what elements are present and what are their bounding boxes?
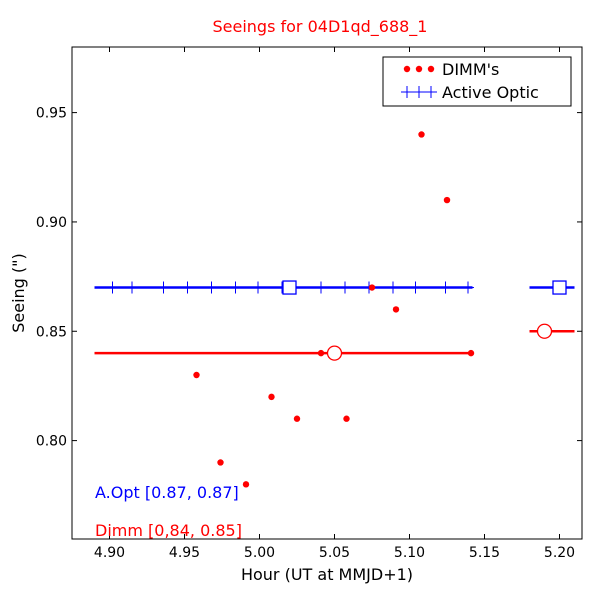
data-layer <box>94 131 575 488</box>
y-tick-label-1: 0.85 <box>36 324 67 340</box>
legend-active-optic-marker <box>401 86 437 98</box>
active-optic-point-1 <box>126 281 138 294</box>
dimm-point-7 <box>368 284 376 291</box>
legend-dimm-dot-2 <box>427 65 435 73</box>
y-axis-title: Seeing (") <box>9 253 28 333</box>
active-optic-point-3 <box>181 281 194 294</box>
legend-box <box>382 56 572 107</box>
active-optic-point-12 <box>409 281 422 294</box>
summary-marker-1 <box>552 280 567 295</box>
plot-frame <box>71 46 583 540</box>
dimm-point-1 <box>217 459 224 466</box>
legend-dimm-dot-1 <box>415 65 423 73</box>
active-optic-point-4 <box>205 281 218 294</box>
y-tick-label-3: 0.95 <box>36 106 67 122</box>
legend-dimm-dot-0 <box>403 65 411 73</box>
dimm-point-11 <box>467 349 475 357</box>
active-optic-point-14 <box>462 281 474 294</box>
dimm-point-10 <box>443 196 451 204</box>
dimm-point-2 <box>242 481 250 488</box>
y-tick-label-0: 0.80 <box>36 434 67 450</box>
dimm-point-0 <box>193 371 200 379</box>
dimm-point-8 <box>392 306 400 313</box>
x-axis-title: Hour (UT at MMJD+1) <box>241 565 413 584</box>
x-tick-label-1: 4.95 <box>169 545 200 561</box>
summary-marker-3 <box>536 323 553 339</box>
active-optic-point-9 <box>339 281 351 294</box>
active-optic-point-0 <box>106 281 119 294</box>
summary-marker-2 <box>326 345 343 361</box>
legend-active-optic-label: Active Optic <box>442 83 539 102</box>
active-optic-point-6 <box>252 281 264 294</box>
axes: 4.90 4.95 5.00 5.05 5.10 5.15 5.20 0.80 0.85 0.90… <box>36 46 583 561</box>
active-optic-point-11 <box>387 281 399 294</box>
legend-dimm-marker <box>403 65 435 73</box>
x-tick-label-2: 5.00 <box>244 545 275 561</box>
dimm-point-4 <box>293 415 301 422</box>
x-tick-label-3: 5.05 <box>319 545 350 561</box>
dimm-point-5 <box>317 349 325 357</box>
x-tick-label-6: 5.20 <box>544 545 575 561</box>
legend-dimm-label: DIMM's <box>442 60 499 79</box>
active-optic-point-8 <box>315 281 327 294</box>
active-optic-point-2 <box>157 281 170 294</box>
chart-title: Seeings for 04D1qd_688_1 <box>213 17 428 37</box>
dimm-point-9 <box>418 131 425 138</box>
x-tick-label-4: 5.10 <box>394 545 425 561</box>
dimm-range-annotation: Dimm [0,84, 0.85] <box>95 521 242 540</box>
summary-marker-0 <box>282 280 297 295</box>
x-tick-label-5: 5.15 <box>469 545 500 561</box>
active-optic-range-annotation: A.Opt [0.87, 0.87] <box>95 483 239 502</box>
y-tick-label-2: 0.90 <box>36 215 67 231</box>
dimm-point-6 <box>343 415 350 422</box>
legend: DIMM's Active Optic <box>382 56 572 107</box>
x-tick-label-0: 4.90 <box>94 545 125 561</box>
active-optic-point-5 <box>229 281 242 294</box>
active-optic-point-13 <box>439 281 452 294</box>
dimm-point-3 <box>268 393 275 401</box>
plot-area <box>94 131 575 488</box>
